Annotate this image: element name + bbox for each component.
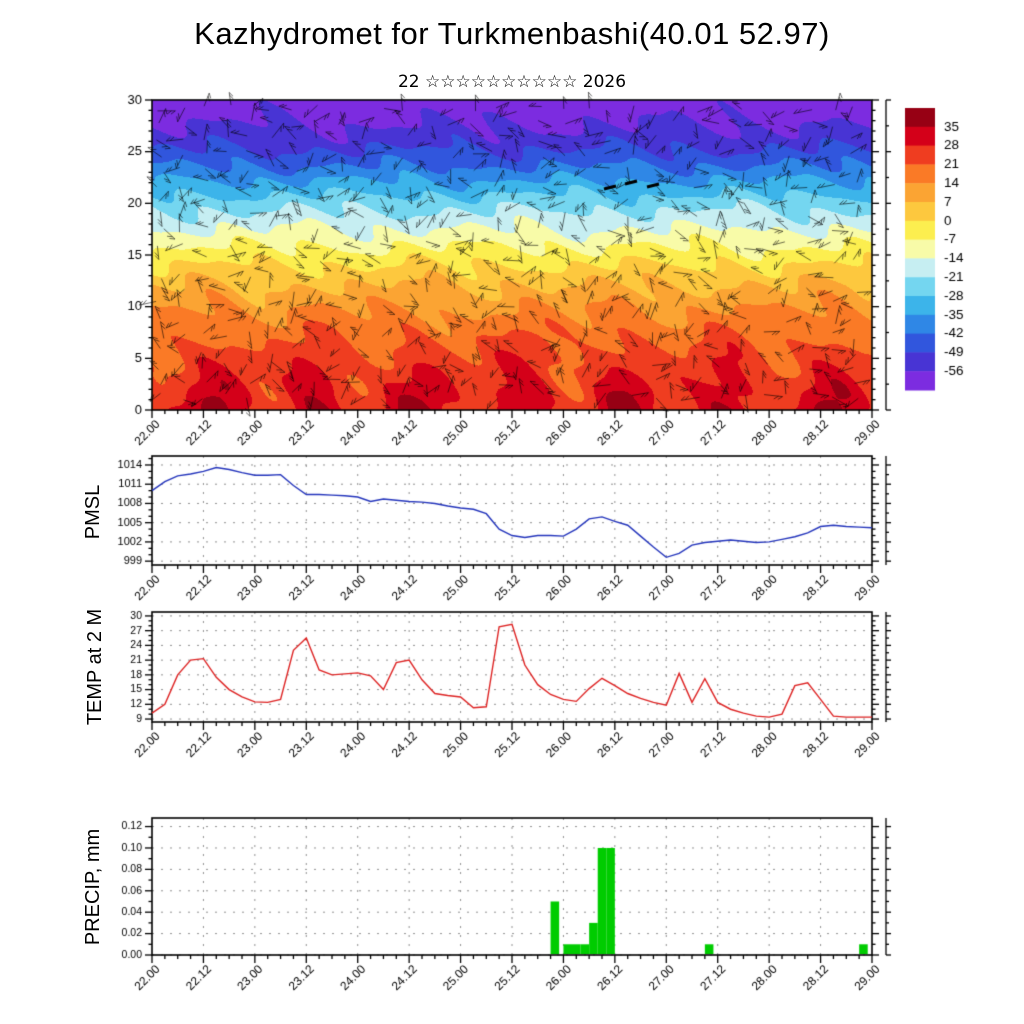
- temp-axis-label: TEMP at 2 M: [84, 608, 106, 726]
- page-title: Kazhydromet for Turkmenbashi(40.01 52.97…: [194, 16, 830, 51]
- date-subtitle: 22 ☆☆☆☆☆☆☆☆☆☆ 2026: [397, 72, 627, 92]
- pmsl-axis-label: PMSL: [82, 484, 104, 540]
- precip-axis-label: PRECIP, mm: [82, 828, 104, 946]
